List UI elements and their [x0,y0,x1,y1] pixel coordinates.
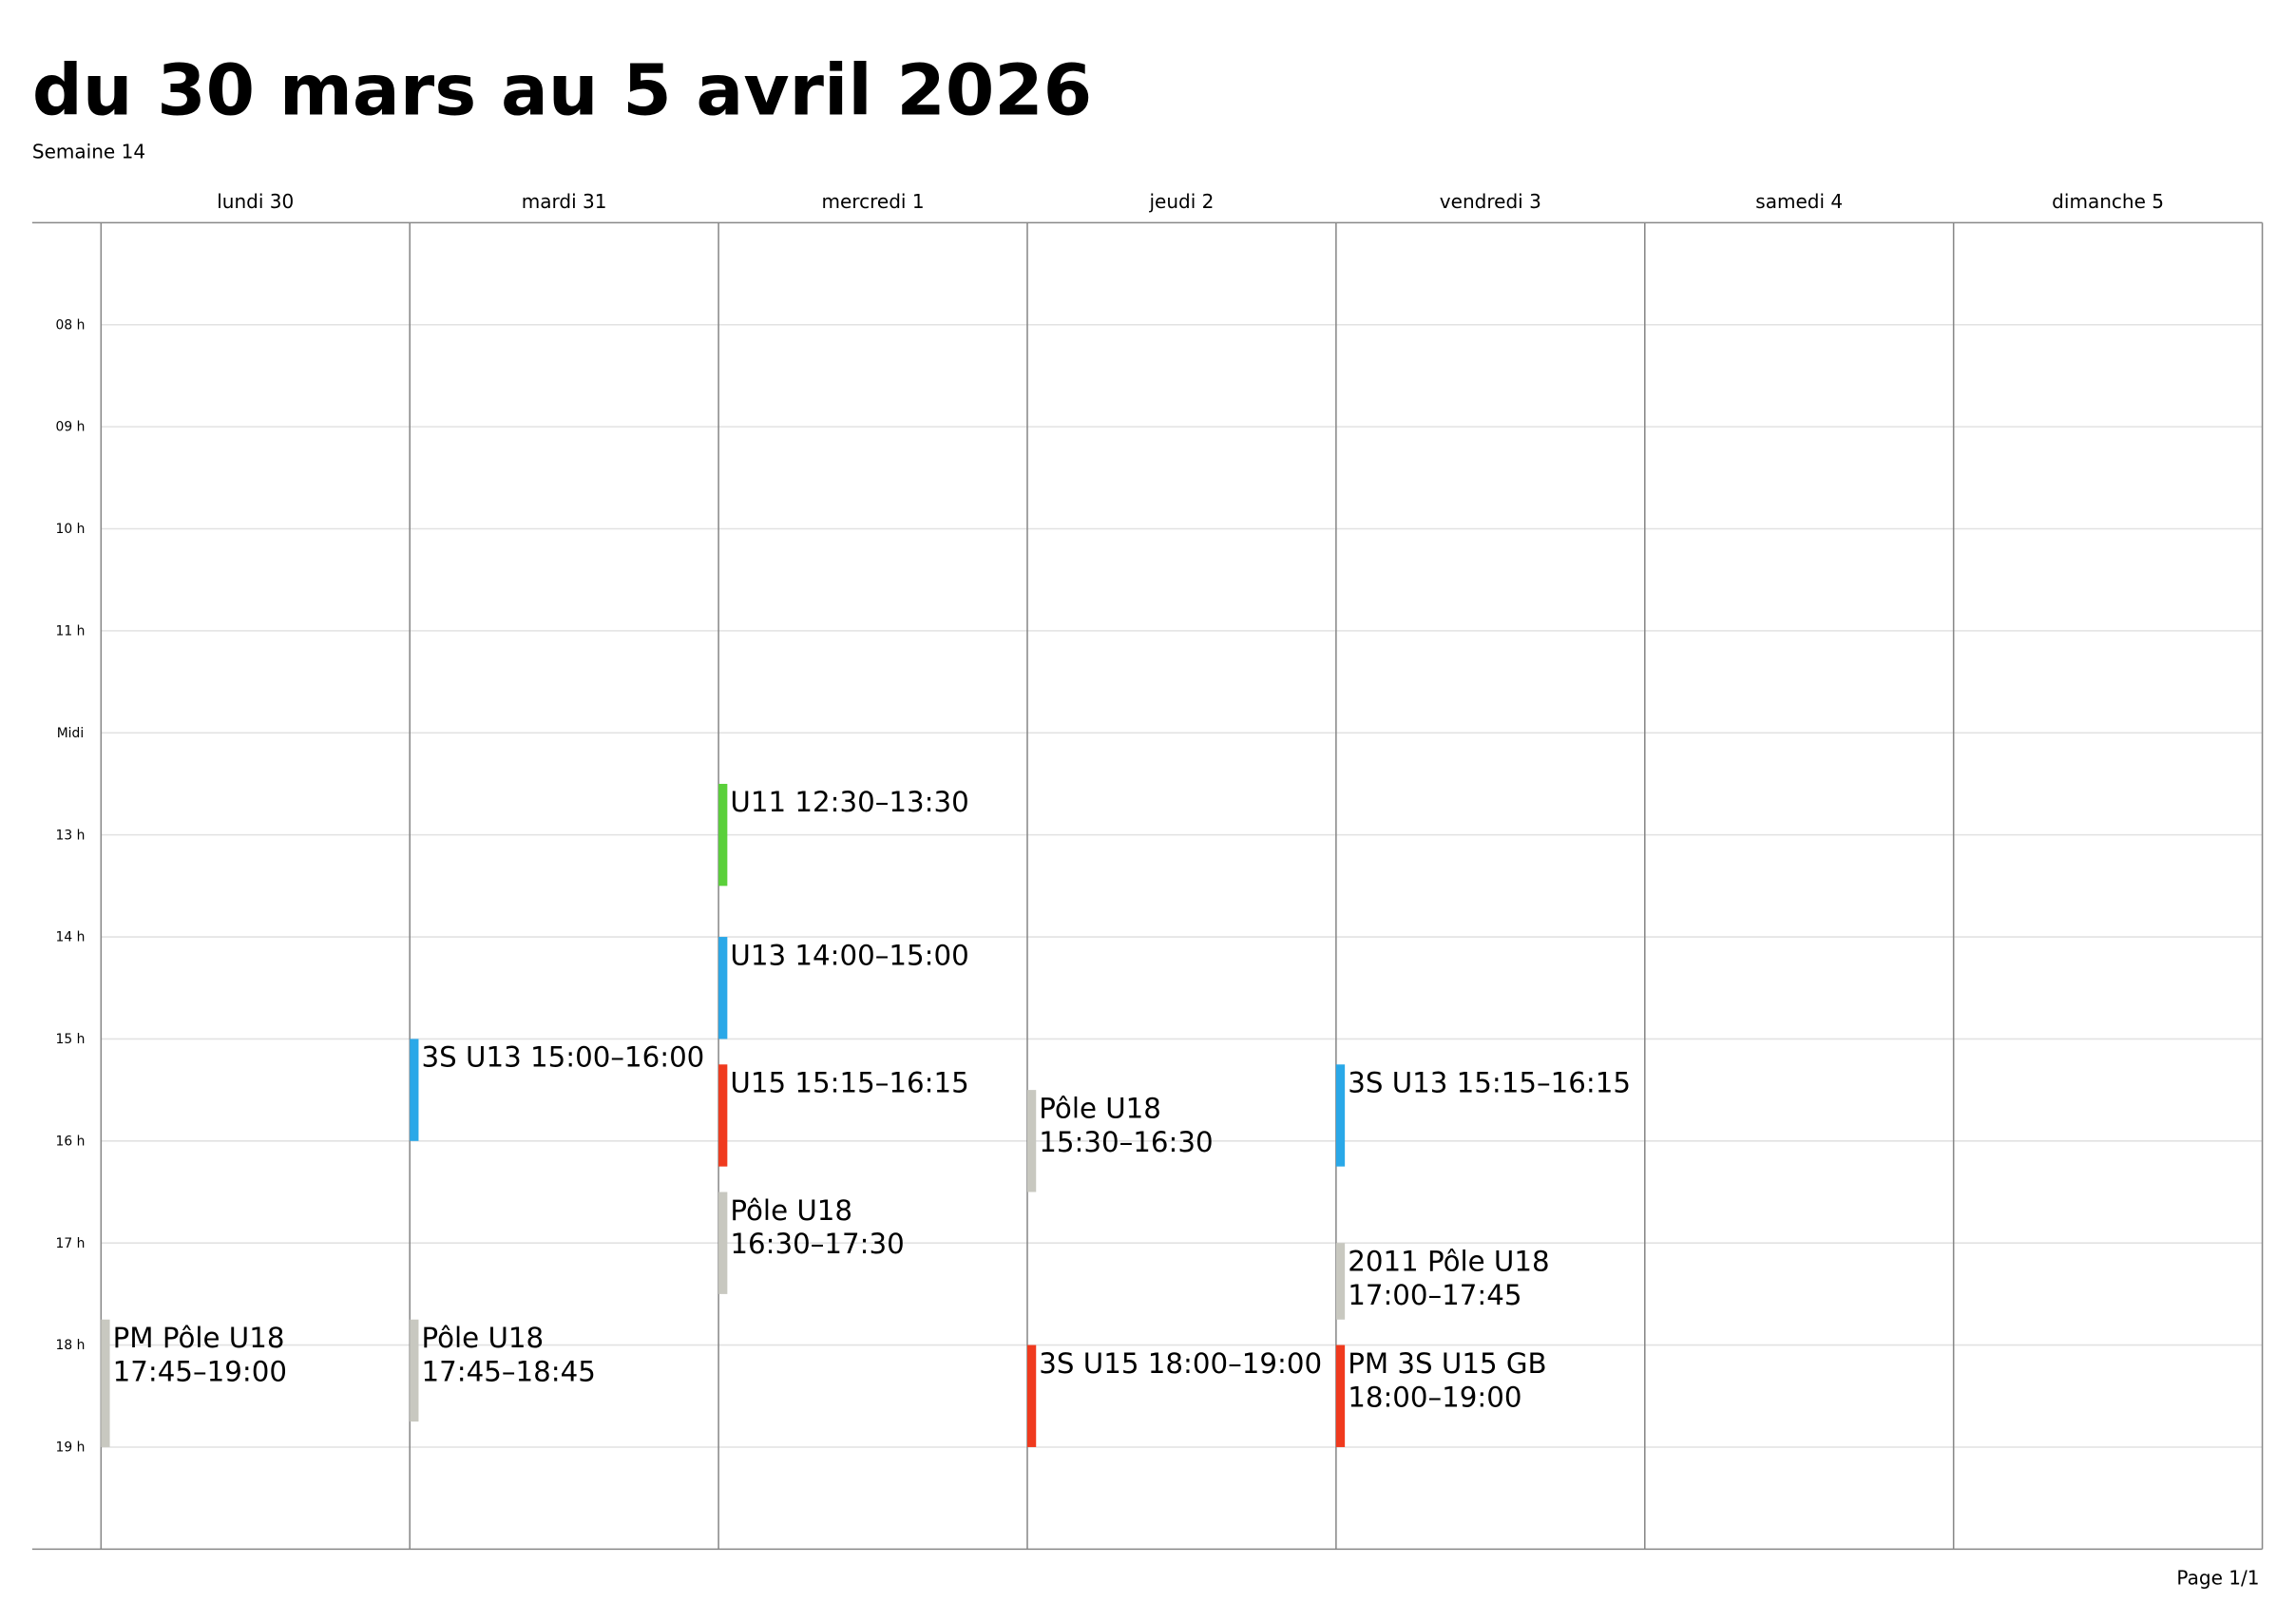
day-header: mardi 31 [522,190,607,213]
hour-label: 18 h [56,1338,86,1353]
day-header: jeudi 2 [1148,190,1214,213]
event-bar [1026,1344,1037,1447]
hour-label: 13 h [56,828,86,843]
event-bar [718,1064,728,1167]
event-bar [718,783,728,887]
event-bar [1335,1243,1346,1320]
event-text: Pôle U18 [1039,1092,1161,1124]
event-text: 15:30–16:30 [1039,1126,1213,1158]
event-text: 17:00–17:45 [1348,1279,1521,1311]
event-text: PM Pôle U18 [113,1322,285,1354]
event-bar [1026,1090,1037,1192]
event-bar [410,1319,419,1422]
event-text: 3S U13 15:15–16:15 [1348,1067,1631,1099]
event-bar [1335,1064,1346,1167]
event-text: Pôle U18 [422,1322,545,1354]
hour-label: 14 h [56,930,86,945]
hour-label: Midi [57,726,84,741]
page-number: Page 1/1 [2176,1566,2259,1589]
event-text: U11 12:30–13:30 [730,786,968,818]
event-bar [410,1039,419,1141]
hour-label: 15 h [56,1032,86,1047]
page-title: du 30 mars au 5 avril 2026 [32,49,1092,131]
event-bar [101,1319,110,1447]
event-bar [718,1192,728,1294]
day-header: lundi 30 [217,190,294,213]
event-text: 3S U15 18:00–19:00 [1039,1347,1322,1380]
event-text: 2011 Pôle U18 [1348,1245,1549,1277]
hour-label: 08 h [56,317,86,333]
event-text: 18:00–19:00 [1348,1381,1521,1413]
hour-label: 17 h [56,1236,86,1251]
week-label: Semaine 14 [32,141,145,163]
hour-label: 11 h [56,624,86,639]
event-text: 17:45–19:00 [113,1355,287,1387]
event-text: 3S U13 15:00–16:00 [422,1041,705,1074]
event-text: U15 15:15–16:15 [730,1067,968,1099]
event-bar [1335,1344,1346,1447]
hour-label: 10 h [56,522,86,537]
day-header: samedi 4 [1755,190,1843,213]
hour-label: 16 h [56,1134,86,1149]
event-text: 16:30–17:30 [730,1228,904,1260]
day-header: vendredi 3 [1440,190,1541,213]
event-text: 17:45–18:45 [422,1355,596,1387]
event-text: Pôle U18 [730,1194,852,1227]
day-header: mercredi 1 [822,190,925,213]
hour-label: 19 h [56,1440,86,1456]
event-bar [718,937,728,1039]
event-text: U13 14:00–15:00 [730,939,968,971]
hour-label: 09 h [56,420,86,435]
day-header: dimanche 5 [2052,190,2164,213]
event-text: PM 3S U15 GB [1348,1347,1546,1380]
